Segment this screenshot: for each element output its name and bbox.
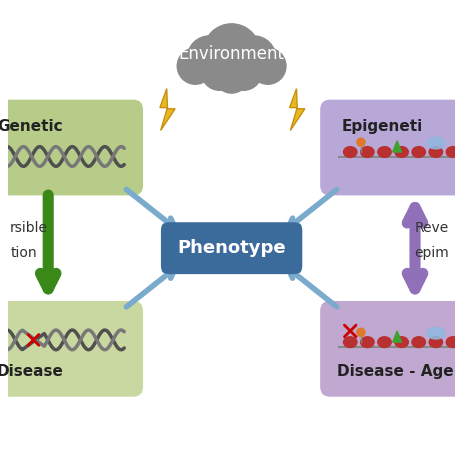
FancyBboxPatch shape: [0, 100, 143, 195]
Ellipse shape: [446, 146, 460, 157]
Ellipse shape: [344, 146, 357, 157]
Ellipse shape: [361, 337, 374, 347]
Text: Disease: Disease: [0, 364, 64, 379]
Circle shape: [357, 138, 365, 146]
FancyBboxPatch shape: [161, 222, 302, 274]
FancyBboxPatch shape: [320, 100, 474, 195]
Polygon shape: [392, 331, 401, 342]
Text: Reve: Reve: [414, 221, 448, 235]
Circle shape: [232, 36, 276, 80]
Circle shape: [201, 54, 237, 90]
Ellipse shape: [446, 337, 460, 347]
Ellipse shape: [395, 146, 408, 157]
Ellipse shape: [427, 137, 445, 149]
Circle shape: [250, 48, 286, 84]
Text: epim: epim: [414, 246, 448, 260]
Text: Epigeneti: Epigeneti: [341, 119, 422, 134]
Ellipse shape: [395, 337, 408, 347]
Text: Genetic: Genetic: [0, 119, 63, 134]
Text: rsible: rsible: [10, 221, 48, 235]
Text: Phenotype: Phenotype: [177, 239, 286, 257]
Ellipse shape: [429, 337, 443, 347]
FancyBboxPatch shape: [320, 301, 474, 397]
Circle shape: [203, 24, 260, 80]
Ellipse shape: [361, 146, 374, 157]
Circle shape: [357, 328, 365, 337]
FancyBboxPatch shape: [0, 301, 143, 397]
Circle shape: [187, 36, 232, 80]
Polygon shape: [160, 89, 175, 130]
Text: tion: tion: [10, 246, 37, 260]
Circle shape: [215, 59, 248, 93]
Ellipse shape: [412, 146, 426, 157]
Polygon shape: [392, 141, 401, 152]
Polygon shape: [290, 89, 305, 130]
Text: Disease - Age: Disease - Age: [337, 364, 453, 379]
Ellipse shape: [378, 146, 391, 157]
Circle shape: [177, 48, 213, 84]
Ellipse shape: [427, 328, 445, 339]
Ellipse shape: [344, 337, 357, 347]
Ellipse shape: [378, 337, 391, 347]
Ellipse shape: [429, 146, 443, 157]
Ellipse shape: [412, 337, 426, 347]
Text: Environment: Environment: [179, 45, 284, 63]
Circle shape: [226, 54, 262, 90]
